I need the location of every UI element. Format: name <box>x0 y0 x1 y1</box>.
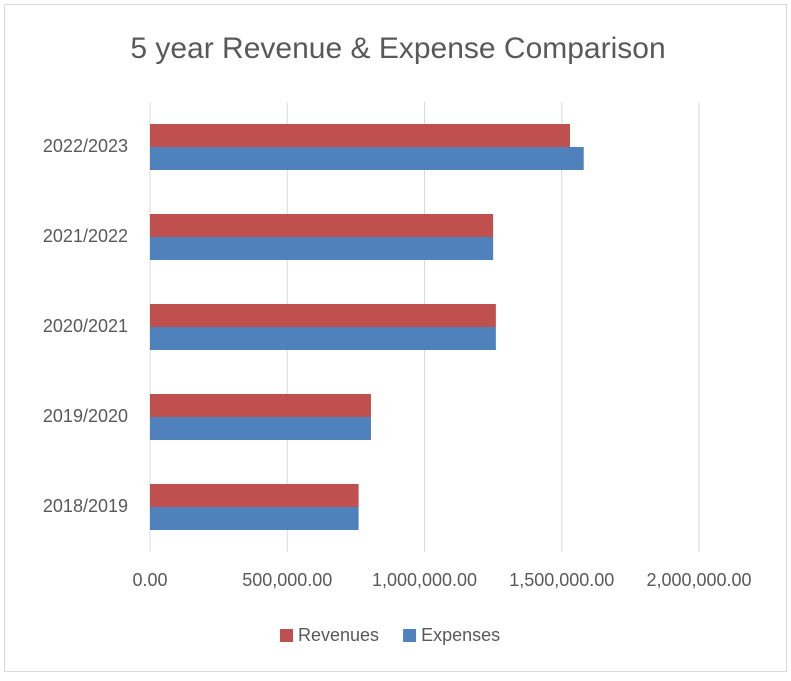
bar <box>150 237 494 260</box>
bar <box>150 124 570 147</box>
legend-swatch <box>280 629 293 642</box>
y-tick-label: 2022/2023 <box>43 136 128 156</box>
bar <box>150 417 371 440</box>
y-tick-label: 2018/2019 <box>43 496 128 516</box>
bar <box>150 304 496 327</box>
bar <box>150 507 359 530</box>
y-tick-label: 2019/2020 <box>43 406 128 426</box>
bar <box>150 147 584 170</box>
x-tick-label: 2,000,000.00 <box>646 570 751 590</box>
y-tick-label: 2020/2021 <box>43 316 128 336</box>
chart-title: 5 year Revenue & Expense Comparison <box>130 32 665 65</box>
y-tick-label: 2021/2022 <box>43 226 128 246</box>
bar <box>150 327 496 350</box>
x-tick-label: 1,500,000.00 <box>509 570 614 590</box>
bar <box>150 484 359 507</box>
bar <box>150 214 494 237</box>
x-tick-label: 1,000,000.00 <box>372 570 477 590</box>
legend-swatch <box>403 629 417 642</box>
x-tick-label: 500,000.00 <box>242 570 332 590</box>
legend-label: Expenses <box>421 625 500 645</box>
legend-label: Revenues <box>298 625 379 645</box>
x-tick-label: 0.00 <box>132 570 167 590</box>
bar <box>150 394 371 417</box>
